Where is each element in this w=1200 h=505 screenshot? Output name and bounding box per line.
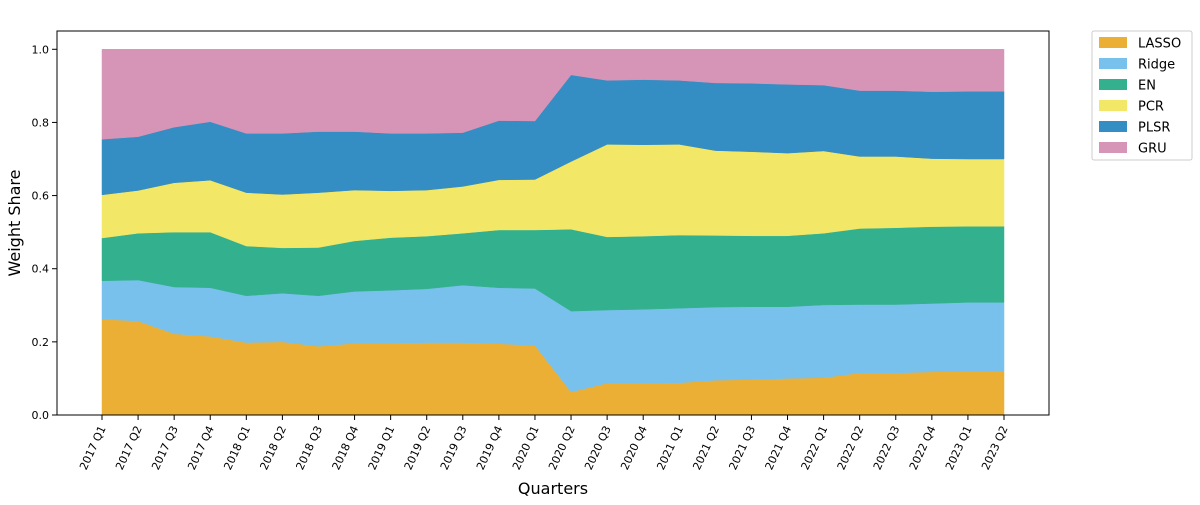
plot-frame [56, 30, 1050, 416]
legend-label-pcr: PCR [1138, 100, 1164, 115]
x-tick-label: 2023 Q2 [979, 424, 1011, 472]
x-tick-label: 2017 Q3 [149, 424, 181, 472]
legend-swatch-en [1099, 79, 1127, 90]
x-tick-label: 2020 Q3 [582, 424, 614, 472]
x-tick-label: 2019 Q3 [438, 424, 470, 472]
x-tick-label: 2018 Q1 [221, 424, 253, 472]
x-tick-label: 2022 Q3 [871, 424, 903, 472]
legend-swatch-plsr [1099, 121, 1127, 132]
x-tick-label: 2018 Q3 [293, 424, 325, 472]
x-tick-label: 2023 Q1 [943, 424, 975, 472]
x-axis-title: Quarters [518, 479, 588, 498]
area-layers [101, 49, 1005, 416]
y-tick-label: 0.6 [32, 190, 50, 203]
x-tick-label: 2021 Q1 [654, 424, 686, 472]
y-tick-label: 0.4 [32, 263, 50, 276]
legend-label-gru: GRU [1138, 142, 1167, 157]
x-tick-label: 2022 Q1 [799, 424, 831, 472]
x-tick-label: 2018 Q2 [257, 424, 289, 472]
x-axis: 2017 Q1 2017 Q2 2017 Q3 2017 Q4 2018 Q1 2018 … [77, 415, 1011, 472]
y-tick-label: 0.2 [32, 336, 50, 349]
legend-swatch-lasso [1099, 37, 1127, 48]
x-tick-label: 2018 Q4 [330, 424, 362, 472]
legend-swatch-ridge [1099, 58, 1127, 69]
legend-label-lasso: LASSO [1138, 37, 1181, 52]
x-tick-label: 2020 Q1 [510, 424, 542, 472]
legend-swatch-pcr [1099, 100, 1127, 111]
y-tick-label: 0.8 [32, 116, 50, 129]
legend-label-en: EN [1138, 79, 1156, 94]
y-tick-label: 1.0 [32, 43, 50, 56]
y-axis-title: Weight Share [5, 170, 24, 277]
x-tick-label: 2019 Q2 [402, 424, 434, 472]
x-tick-label: 2020 Q4 [618, 424, 650, 472]
legend-label-plsr: PLSR [1138, 121, 1170, 136]
legend-label-ridge: Ridge [1138, 58, 1175, 73]
legend: LASSO Ridge EN PCR PLSR GRU [1091, 30, 1193, 161]
x-tick-label: 2020 Q2 [546, 424, 578, 472]
legend-swatch-gru [1099, 142, 1127, 153]
x-tick-label: 2021 Q3 [726, 424, 758, 472]
x-tick-label: 2021 Q2 [690, 424, 722, 472]
x-tick-label: 2017 Q2 [113, 424, 145, 472]
area-gru [101, 49, 1005, 140]
x-tick-label: 2019 Q1 [366, 424, 398, 472]
x-tick-label: 2017 Q1 [77, 424, 109, 472]
y-tick-label: 0.0 [32, 409, 50, 422]
x-tick-label: 2022 Q4 [907, 424, 939, 472]
x-tick-label: 2017 Q4 [185, 424, 217, 472]
x-tick-label: 2021 Q4 [763, 424, 795, 472]
y-axis: 0.0 0.2 0.4 0.6 0.8 1.0 [32, 43, 57, 422]
x-tick-label: 2022 Q2 [835, 424, 867, 472]
x-tick-label: 2019 Q4 [474, 424, 506, 472]
